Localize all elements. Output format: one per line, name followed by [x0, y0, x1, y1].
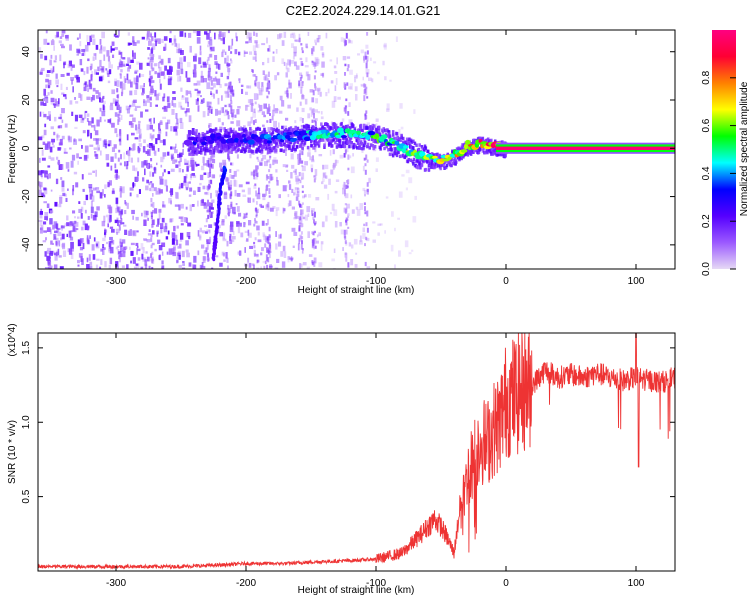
snr-x-tick-label: 100 — [628, 578, 645, 589]
snr-plot-area — [38, 333, 675, 571]
spectrogram-signal-track — [183, 121, 675, 262]
colorbar-tick-label: 0.4 — [701, 166, 712, 180]
snr-y-tick-label: 1.5 — [21, 340, 32, 354]
spectrogram-x-tick-label: -300 — [106, 276, 126, 287]
colorbar-gradient — [712, 30, 736, 269]
figure-title: C2E2.2024.229.14.01.G21 — [286, 3, 441, 18]
colorbar-tick-label: 0.2 — [701, 214, 712, 228]
colorbar: 0.0 0.2 0.4 0.6 0.8 Normalized spectral ampl… — [701, 30, 750, 276]
spectrogram-ylabel: Frequency (Hz) — [7, 115, 18, 184]
snr-x-tick-label: -300 — [106, 578, 126, 589]
snr-x-tick-label: 0 — [503, 578, 509, 589]
spectrogram-plot-area — [38, 30, 675, 269]
carrier-line-core — [496, 146, 675, 150]
snr-panel: -300 -200 -100 0 100 0.5 1.0 1.5 Height of stra… — [7, 323, 676, 596]
spectrogram-x-tick-label: -100 — [366, 276, 386, 287]
snr-x-tick-label: -200 — [236, 578, 256, 589]
snr-ylabel: SNR (10 * v/v) — [7, 420, 18, 484]
spectrogram-frame — [37, 29, 676, 270]
snr-frame — [37, 332, 676, 572]
spectrogram-xlabel: Height of straight line (km) — [298, 285, 415, 296]
snr-y-tick-label: 0.5 — [21, 489, 32, 503]
snr-y-tick-label: 1.0 — [21, 415, 32, 429]
colorbar-tick-label: 0.0 — [701, 262, 712, 276]
snr-multiplier: (x10^4) — [7, 323, 18, 356]
snr-series-line — [38, 333, 675, 571]
snr-x-tick-label: -100 — [366, 578, 386, 589]
spectrogram-x-tick-label: -200 — [236, 276, 256, 287]
snr-xlabel: Height of straight line (km) — [298, 585, 415, 596]
spectrogram-y-tick-label: -20 — [21, 189, 32, 204]
colorbar-label: Normalized spectral amplitude — [739, 81, 750, 216]
spectrogram-y-tick-label: 0 — [21, 145, 32, 151]
spectrogram-x-tick-label: 0 — [503, 276, 509, 287]
spectrogram-x-tick-label: 100 — [628, 276, 645, 287]
colorbar-tick-label: 0.8 — [701, 70, 712, 84]
spectrogram-y-tick-label: 20 — [21, 94, 32, 106]
colorbar-tick-label: 0.6 — [701, 118, 712, 132]
spectrogram-y-tick-label: -40 — [21, 237, 32, 252]
spectrogram-y-tick-label: 40 — [21, 46, 32, 58]
